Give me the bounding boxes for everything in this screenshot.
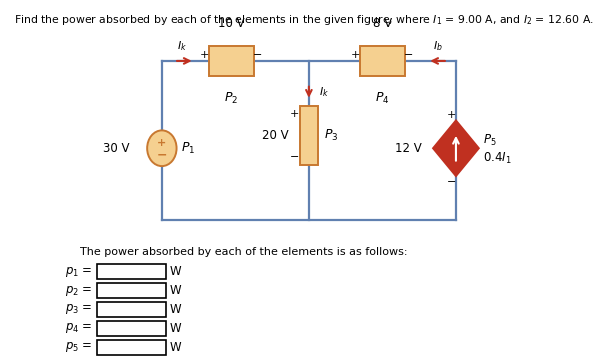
- Text: $P_1$: $P_1$: [181, 141, 196, 156]
- Text: +: +: [351, 50, 361, 60]
- Text: $P_5$: $P_5$: [483, 133, 497, 148]
- Text: W: W: [170, 284, 182, 297]
- Text: The power absorbed by each of the elements is as follows:: The power absorbed by each of the elemen…: [80, 247, 408, 257]
- Text: −: −: [157, 149, 167, 162]
- Bar: [360, 46, 405, 76]
- Text: $p_4$ =: $p_4$ =: [65, 321, 92, 336]
- Text: $0.4I_1$: $0.4I_1$: [483, 150, 511, 166]
- Bar: [97, 264, 166, 279]
- Text: 20 V: 20 V: [262, 129, 289, 142]
- Text: $P_2$: $P_2$: [224, 91, 238, 106]
- Bar: [209, 46, 254, 76]
- Text: 8 V: 8 V: [373, 17, 392, 30]
- Circle shape: [147, 130, 176, 166]
- Text: $p_5$ =: $p_5$ =: [65, 340, 92, 354]
- Text: W: W: [170, 322, 182, 335]
- Text: $p_2$ =: $p_2$ =: [65, 284, 92, 298]
- Bar: [97, 302, 166, 317]
- Text: +: +: [200, 50, 209, 60]
- Text: −: −: [289, 152, 299, 162]
- Text: W: W: [170, 341, 182, 354]
- Text: 30 V: 30 V: [103, 142, 130, 155]
- Text: 10 V: 10 V: [218, 17, 244, 30]
- Text: −: −: [447, 177, 457, 187]
- Text: W: W: [170, 265, 182, 278]
- Text: −: −: [253, 50, 263, 60]
- Bar: [97, 283, 166, 298]
- Text: $I_k$: $I_k$: [178, 39, 187, 53]
- Text: $I_b$: $I_b$: [433, 39, 443, 53]
- Text: $P_4$: $P_4$: [375, 91, 390, 106]
- Text: $I_k$: $I_k$: [319, 85, 329, 99]
- Text: −: −: [404, 50, 413, 60]
- Bar: [300, 105, 318, 165]
- Text: +: +: [447, 109, 457, 120]
- Bar: [97, 340, 166, 355]
- Polygon shape: [433, 121, 479, 176]
- Text: $p_3$ =: $p_3$ =: [65, 302, 92, 316]
- Text: $P_3$: $P_3$: [325, 128, 339, 143]
- Text: $p_1$ =: $p_1$ =: [65, 265, 92, 279]
- Text: +: +: [289, 109, 299, 118]
- Bar: [97, 321, 166, 336]
- Text: 12 V: 12 V: [395, 142, 422, 155]
- Text: W: W: [170, 303, 182, 316]
- Text: Find the power absorbed by each of the elements in the given figure, where $I_1$: Find the power absorbed by each of the e…: [14, 13, 594, 27]
- Text: +: +: [157, 138, 167, 148]
